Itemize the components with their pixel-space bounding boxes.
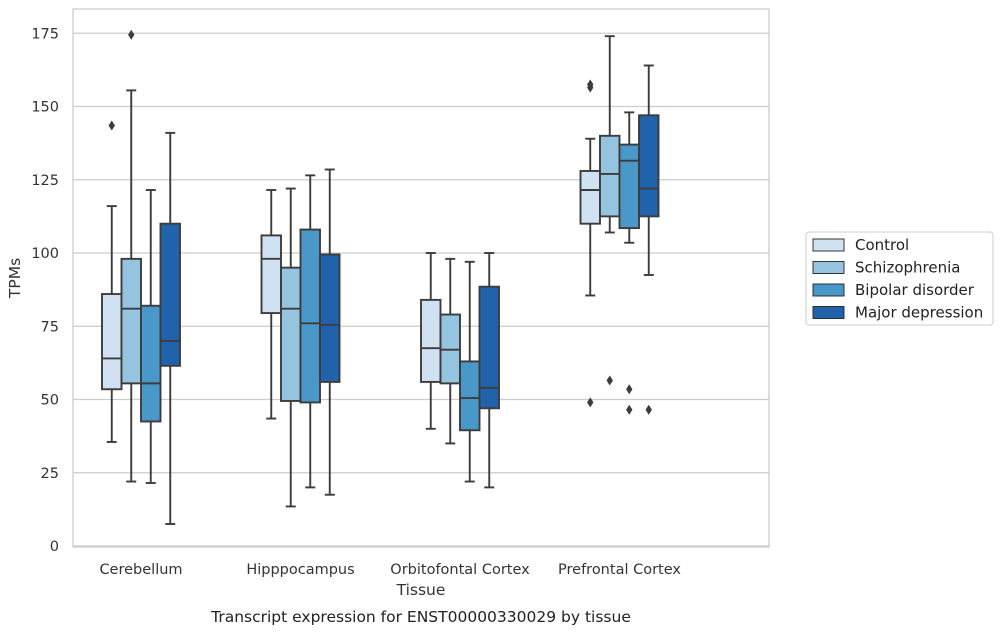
box-iqr bbox=[140, 304, 162, 423]
outlier-point bbox=[645, 404, 652, 415]
box-iqr bbox=[638, 114, 660, 218]
outlier-point bbox=[128, 29, 135, 40]
box-iqr bbox=[599, 134, 621, 218]
legend-swatch bbox=[812, 261, 845, 274]
outlier-point bbox=[626, 384, 633, 395]
outlier-point bbox=[587, 82, 594, 93]
box-iqr bbox=[280, 266, 302, 402]
box-iqr bbox=[579, 170, 601, 225]
box-iqr bbox=[319, 253, 341, 383]
box-iqr bbox=[159, 222, 181, 367]
box-prefrontal-cortex-control bbox=[579, 79, 601, 408]
box-iqr bbox=[101, 293, 123, 391]
x-tick-label: Orbitofontal Cortex bbox=[390, 562, 530, 578]
box-orbitofontal-cortex-bipolar-disorder bbox=[459, 260, 481, 483]
legend-swatch bbox=[812, 283, 845, 297]
x-axis-title: Tissue bbox=[396, 581, 446, 599]
y-tick-label: 50 bbox=[41, 393, 59, 409]
box-iqr bbox=[120, 257, 142, 385]
legend-label: Bipolar disorder bbox=[855, 281, 975, 299]
legend-frame bbox=[805, 231, 994, 326]
box-iqr bbox=[420, 298, 442, 383]
box-cerebellum-control bbox=[101, 120, 123, 443]
y-tick-label: 125 bbox=[31, 173, 59, 189]
box-prefrontal-cortex-major-depression bbox=[638, 64, 660, 415]
outlier-point bbox=[606, 375, 613, 386]
box-prefrontal-cortex-schizophrenia bbox=[599, 35, 621, 386]
plot-area bbox=[73, 9, 769, 547]
x-tick-label: Cerebellum bbox=[99, 562, 182, 578]
box-orbitofontal-cortex-major-depression bbox=[478, 252, 500, 489]
boxes bbox=[101, 29, 660, 525]
x-tick-label: Prefrontal Cortex bbox=[558, 562, 681, 578]
box-iqr bbox=[260, 234, 282, 315]
legend: Control Schizophrenia Bipolar disorder Majo… bbox=[805, 231, 994, 326]
x-tick-label: Hipppocampus bbox=[246, 562, 354, 578]
box-iqr bbox=[459, 360, 481, 432]
plot-frame bbox=[72, 8, 770, 548]
y-tick-label: 75 bbox=[41, 319, 59, 335]
legend-swatch bbox=[812, 306, 845, 319]
outlier-point bbox=[108, 120, 115, 131]
box-hipppocampus-control bbox=[260, 189, 282, 420]
y-tick-label: 100 bbox=[31, 246, 59, 262]
box-iqr bbox=[478, 285, 500, 410]
legend-swatch bbox=[812, 238, 845, 252]
figure-caption: Transcript expression for ENST0000033002… bbox=[210, 608, 631, 626]
legend-label: Control bbox=[855, 236, 909, 254]
y-axis-title: TPMs bbox=[6, 258, 24, 299]
box-cerebellum-major-depression bbox=[159, 131, 181, 525]
y-tick-label: 25 bbox=[41, 466, 59, 482]
box-orbitofontal-cortex-schizophrenia bbox=[439, 257, 461, 445]
outlier-point bbox=[626, 404, 633, 415]
legend-label: Major depression bbox=[855, 304, 983, 322]
y-tick-label: 150 bbox=[31, 100, 59, 116]
gridlines bbox=[73, 32, 769, 547]
box-prefrontal-cortex-bipolar-disorder bbox=[618, 111, 640, 415]
x-axis-ticks: Cerebellum Hipppocampus Orbitofontal Corte… bbox=[99, 562, 681, 578]
y-tick-label: 175 bbox=[31, 26, 59, 42]
box-iqr bbox=[299, 228, 321, 404]
legend-label: Schizophrenia bbox=[855, 259, 960, 277]
box-cerebellum-schizophrenia bbox=[120, 29, 142, 483]
y-axis-ticks: 0 25 50 75 100 125 150 175 bbox=[31, 26, 59, 555]
box-hipppocampus-major-depression bbox=[319, 168, 341, 496]
y-tick-label: 0 bbox=[50, 539, 59, 555]
box-iqr bbox=[618, 143, 640, 230]
outlier-point bbox=[587, 397, 594, 408]
